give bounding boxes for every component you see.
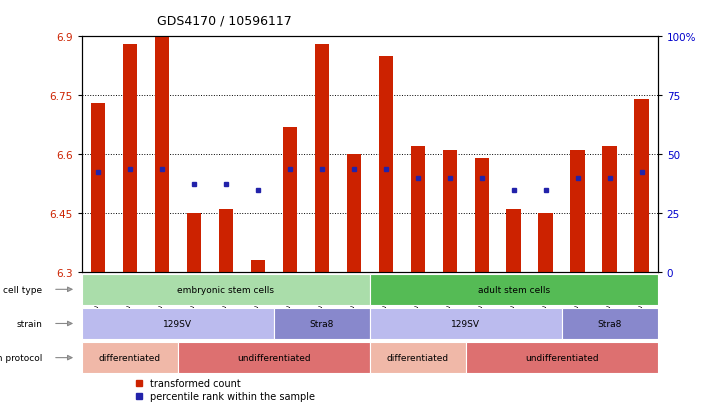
Text: 129SV: 129SV (164, 319, 192, 328)
Bar (346, 155, 361, 273)
Bar (90, 104, 105, 273)
Bar (122, 45, 137, 273)
Bar (274, 308, 370, 339)
Bar (218, 210, 233, 273)
Bar (82, 274, 370, 305)
Bar (506, 210, 521, 273)
Text: Stra8: Stra8 (309, 319, 334, 328)
Text: cell type: cell type (4, 285, 43, 294)
Bar (370, 308, 562, 339)
Text: transformed count: transformed count (150, 377, 240, 387)
Bar (378, 57, 393, 273)
Bar (82, 342, 178, 373)
Text: embryonic stem cells: embryonic stem cells (177, 285, 274, 294)
Bar (370, 342, 466, 373)
Bar (314, 45, 329, 273)
Text: growth protocol: growth protocol (0, 353, 43, 362)
Text: GDS4170 / 10596117: GDS4170 / 10596117 (156, 15, 292, 28)
Text: differentiated: differentiated (387, 353, 449, 362)
Bar (410, 147, 425, 273)
Bar (602, 147, 617, 273)
Text: adult stem cells: adult stem cells (478, 285, 550, 294)
Bar (178, 342, 370, 373)
Bar (466, 342, 658, 373)
Bar (442, 151, 457, 273)
Text: 129SV: 129SV (451, 319, 480, 328)
Text: Stra8: Stra8 (597, 319, 622, 328)
Bar (250, 261, 265, 273)
Bar (474, 159, 489, 273)
Bar (282, 127, 297, 273)
Bar (82, 308, 274, 339)
Text: differentiated: differentiated (99, 353, 161, 362)
Text: strain: strain (17, 319, 43, 328)
Bar (634, 100, 649, 273)
Bar (370, 274, 658, 305)
Bar (562, 308, 658, 339)
Text: percentile rank within the sample: percentile rank within the sample (150, 391, 315, 401)
Text: undifferentiated: undifferentiated (237, 353, 311, 362)
Bar (186, 214, 201, 273)
Bar (538, 214, 553, 273)
Text: undifferentiated: undifferentiated (525, 353, 599, 362)
Bar (570, 151, 585, 273)
Bar (154, 37, 169, 273)
